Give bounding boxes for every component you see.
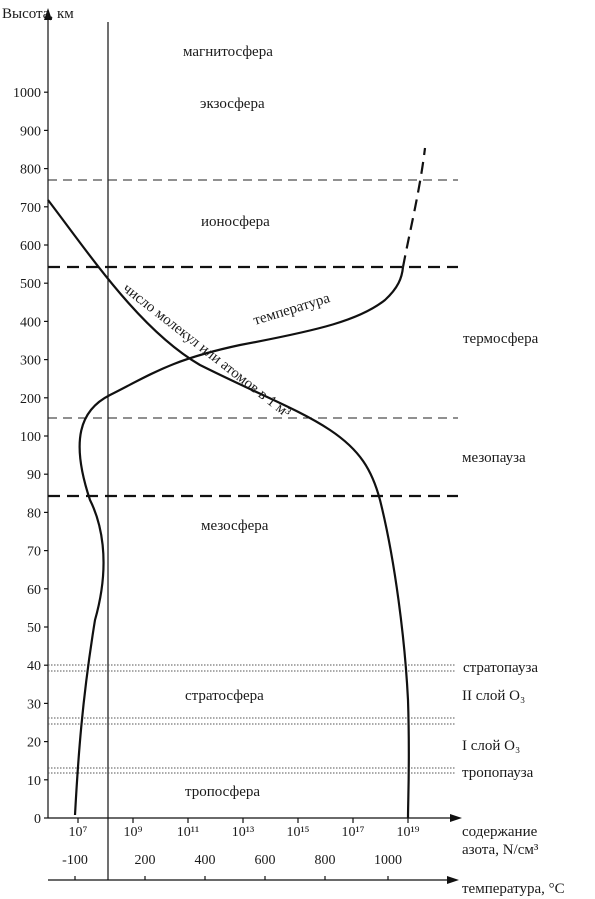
temperature-tick-label: 200 xyxy=(135,853,156,868)
y-tick-label: 200 xyxy=(20,392,41,407)
y-tick-label: 80 xyxy=(27,506,41,521)
concentration-tick-label: 10⁹ xyxy=(124,825,143,840)
layer-troposphere: тропосфера xyxy=(185,784,260,800)
temperature-tick-label: 400 xyxy=(195,853,216,868)
y-tick-label: 800 xyxy=(20,163,41,178)
layer-thermosphere: термосфера xyxy=(463,331,539,347)
y-tick-label: 700 xyxy=(20,201,41,216)
layer-mesopause: мезопауза xyxy=(462,450,526,466)
y-axis-arrow xyxy=(44,8,52,20)
temperature-curve-dashed xyxy=(401,147,427,268)
layer-ionosphere: ионосфера xyxy=(201,214,270,230)
y-tick-label: 300 xyxy=(20,354,41,369)
x-axis-temperature-arrow xyxy=(447,876,459,884)
x-axis-concentration-title-line2: азота, N/см³ xyxy=(462,842,539,858)
y-tick-label: 60 xyxy=(27,583,41,598)
concentration-tick-label: 10⁷ xyxy=(69,825,88,840)
x-axis-temperature-ticks: -100 200 400 600 800 1000 xyxy=(62,853,402,880)
y-tick-label: 30 xyxy=(27,697,41,712)
y-axis-title: Высота, км xyxy=(2,6,74,22)
x-axis-concentration-title-line1: содержание xyxy=(462,824,538,840)
temperature-curve-solid xyxy=(73,266,405,816)
y-tick-label: 400 xyxy=(20,315,41,330)
y-tick-label: 600 xyxy=(20,239,41,254)
y-tick-label: 0 xyxy=(34,812,41,827)
y-tick-label: 50 xyxy=(27,621,41,636)
layer-ozone1: I слой O₃ xyxy=(462,738,520,754)
layer-magnetosphere: магнитосфера xyxy=(183,44,273,60)
concentration-tick-label: 10¹¹ xyxy=(177,825,199,840)
temperature-tick-label: -100 xyxy=(62,853,88,868)
y-tick-label: 40 xyxy=(27,659,41,674)
y-tick-label: 20 xyxy=(27,736,41,751)
density-curve-label: число молекул или атомов в 1 м³ xyxy=(120,281,294,422)
y-tick-label: 70 xyxy=(27,545,41,560)
layer-stratopause: стратопауза xyxy=(463,660,538,676)
concentration-tick-label: 10¹³ xyxy=(232,825,254,840)
temperature-tick-label: 1000 xyxy=(374,853,402,868)
y-axis-ticks: 0 10 20 30 40 50 60 70 80 90 100 200 300 400 500 600 700… xyxy=(13,86,48,827)
temperature-curve-label: температура xyxy=(251,290,332,329)
y-tick-label: 10 xyxy=(27,774,41,789)
layer-ozone2: II слой O₃ xyxy=(462,688,525,704)
y-tick-label: 500 xyxy=(20,277,41,292)
x-axis-temperature-title: температура, °С xyxy=(462,881,565,897)
x-axis-concentration-arrow xyxy=(450,814,462,822)
y-tick-label: 1000 xyxy=(13,86,41,101)
temperature-tick-label: 800 xyxy=(315,853,336,868)
concentration-tick-label: 10¹⁷ xyxy=(341,825,364,840)
temperature-tick-label: 600 xyxy=(255,853,276,868)
layer-stratosphere: стратосфера xyxy=(185,688,264,704)
layer-exosphere: экзосфера xyxy=(200,96,265,112)
y-tick-label: 90 xyxy=(27,468,41,483)
density-curve xyxy=(47,199,410,819)
layer-tropopause: тропопауза xyxy=(462,765,534,781)
x-axis-concentration-ticks: 10⁷ 10⁹ 10¹¹ 10¹³ 10¹⁵ 10¹⁷ 10¹⁹ xyxy=(69,818,420,840)
y-tick-label: 900 xyxy=(20,124,41,139)
y-tick-label: 100 xyxy=(20,430,41,445)
concentration-tick-label: 10¹⁵ xyxy=(286,825,309,840)
concentration-tick-label: 10¹⁹ xyxy=(396,825,419,840)
layer-mesosphere: мезосфера xyxy=(201,518,269,534)
